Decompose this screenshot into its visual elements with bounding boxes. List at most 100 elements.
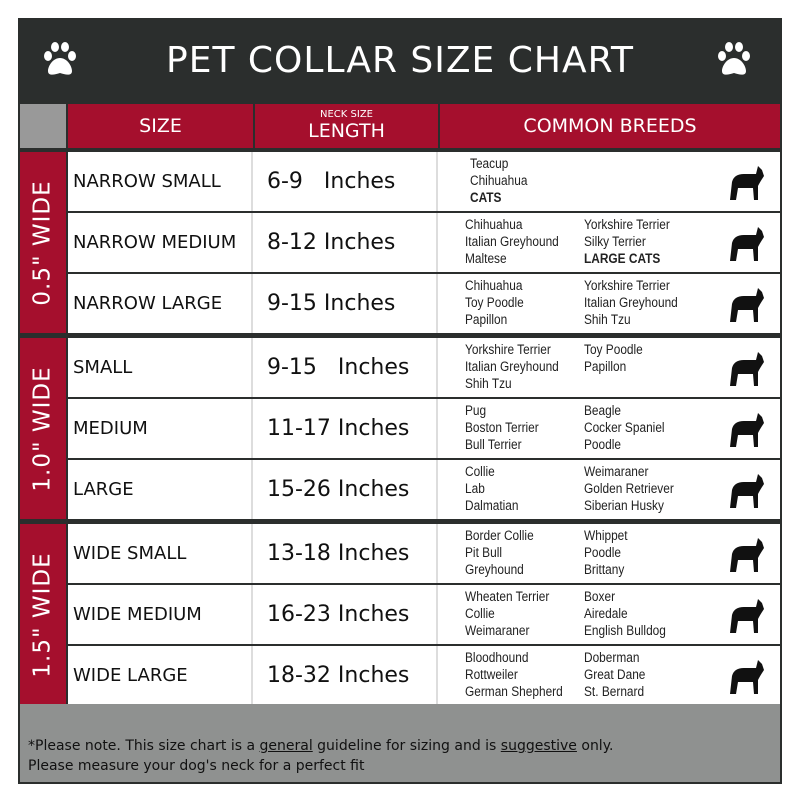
breeds-col-1: Collie Lab Dalmatian (465, 463, 518, 514)
breeds-col-2: Yorkshire Terrier Silky Terrier LARGE CATS (584, 216, 670, 267)
breed-item: Toy Poodle (584, 342, 643, 357)
breed-item: Siberian Husky (584, 498, 664, 513)
doberman-icon (730, 660, 764, 694)
breed-item: Yorkshire Terrier (584, 217, 670, 232)
table-row: WIDE MEDIUM 16-23 Inches Wheaten Terrier… (68, 585, 780, 644)
pomeranian-icon (730, 288, 764, 322)
width-group-label: 1.5" WIDE (20, 524, 66, 705)
breed-item: Papillon (465, 312, 508, 327)
size-cell: LARGE (68, 460, 253, 519)
table-row: WIDE LARGE 18-32 Inches Bloodhound Rottwe… (68, 646, 780, 705)
size-cell: SMALL (68, 338, 253, 397)
breed-item: Golden Retriever (584, 481, 674, 496)
size-chart: PET COLLAR SIZE CHART SIZE NECK SIZE LENG… (18, 18, 782, 784)
size-cell: WIDE SMALL (68, 524, 253, 583)
size-cell: NARROW MEDIUM (68, 213, 253, 272)
table-row: MEDIUM 11-17 Inches Pug Boston Terrier Bul… (68, 399, 780, 458)
breed-item: Rottweiler (465, 667, 518, 682)
breed-item: Yorkshire Terrier (465, 342, 551, 357)
breed-item: Papillon (584, 359, 627, 374)
breeds-col-2: Beagle Cocker Spaniel Poodle (584, 402, 665, 453)
length-cell: 13-18 Inches (255, 524, 438, 583)
breeds-col-1: Bloodhound Rottweiler German Shepherd (465, 649, 563, 700)
table-row: LARGE 15-26 Inches Collie Lab Dalmatian We… (68, 460, 780, 519)
breed-item: Dalmatian (465, 498, 519, 513)
breed-item: Teacup (470, 156, 509, 171)
header-size: SIZE (68, 104, 253, 148)
dachshund-icon (730, 413, 764, 447)
length-cell: 6-9 Inches (255, 152, 438, 211)
size-cell: MEDIUM (68, 399, 253, 458)
breed-item: Collie (465, 606, 495, 621)
breed-item: Pit Bull (465, 545, 502, 560)
title-text: PET COLLAR SIZE CHART (166, 39, 634, 81)
table-row: NARROW SMALL 6-9 Inches Teacup Chihuahua C… (68, 152, 780, 211)
footer-line-2: Please measure your dog's neck for a per… (28, 758, 365, 774)
breeds-col-2: Boxer Airedale English Bulldog (584, 588, 666, 639)
breeds-col-1: Border Collie Pit Bull Greyhound (465, 527, 534, 578)
header-length: NECK SIZE LENGTH (255, 104, 438, 148)
breed-item: Poodle (584, 545, 622, 560)
paw-icon (718, 42, 750, 75)
length-cell: 11-17 Inches (255, 399, 438, 458)
paw-icon (44, 42, 76, 75)
breed-item: Airedale (584, 606, 628, 621)
table-row: NARROW LARGE 9-15 Inches Chihuahua Toy Po… (68, 274, 780, 333)
breed-item: Beagle (584, 403, 622, 418)
breed-item: Cocker Spaniel (584, 420, 665, 435)
pitbull-icon (730, 599, 764, 633)
chihuahua-icon (730, 227, 764, 261)
breeds-col-1: Yorkshire Terrier Italian Greyhound Shih T… (465, 341, 559, 392)
width-group-label: 0.5" WIDE (20, 152, 66, 333)
length-cell: 18-32 Inches (255, 646, 438, 705)
size-cell: NARROW LARGE (68, 274, 253, 333)
breeds-col-1: Wheaten Terrier Collie Weimaraner (465, 588, 549, 639)
width-group-label: 1.0" WIDE (20, 338, 66, 519)
footer-line-1: *Please note. This size chart is a gener… (28, 738, 614, 754)
length-cell: 15-26 Inches (255, 460, 438, 519)
breeds-col-2: Whippet Poodle Brittany (584, 527, 628, 578)
breed-item: Shih Tzu (465, 376, 512, 391)
breeds-col-2: Yorkshire Terrier Italian Greyhound Shih T… (584, 277, 678, 328)
bulldog-icon (730, 538, 764, 572)
corner-cell (20, 104, 66, 148)
breed-item: Italian Greyhound (465, 359, 559, 374)
breed-item: Silky Terrier (584, 234, 646, 249)
breed-item: Boxer (584, 589, 616, 604)
breed-item: St. Bernard (584, 684, 645, 699)
breed-item: Brittany (584, 562, 625, 577)
breeds-col-2: Doberman Great Dane St. Bernard (584, 649, 645, 700)
breed-item: Wheaten Terrier (465, 589, 550, 604)
header-breeds: COMMON BREEDS (440, 104, 780, 148)
breed-item: Shih Tzu (584, 312, 631, 327)
breed-item: Chihuahua (470, 173, 528, 188)
table-row: WIDE SMALL 13-18 Inches Border Collie Pit… (68, 524, 780, 583)
breed-item: Whippet (584, 528, 628, 543)
table-header: SIZE NECK SIZE LENGTH COMMON BREEDS (18, 102, 782, 150)
breed-item: Weimaraner (584, 464, 649, 479)
breed-item: Lab (465, 481, 485, 496)
breed-item: English Bulldog (584, 623, 666, 638)
size-cell: WIDE LARGE (68, 646, 253, 705)
size-cell: NARROW SMALL (68, 152, 253, 211)
breed-item: Boston Terrier (465, 420, 539, 435)
breeds-col-2: Weimaraner Golden Retriever Siberian Husky (584, 463, 674, 514)
breed-item: LARGE CATS (584, 251, 661, 266)
breed-item: Italian Greyhound (584, 295, 678, 310)
length-cell: 9-15 Inches (255, 338, 438, 397)
breed-item: Weimaraner (465, 623, 530, 638)
breed-item: Great Dane (584, 667, 646, 682)
breed-item: Greyhound (465, 562, 524, 577)
breed-item: Chihuahua (465, 217, 523, 232)
breed-item: Maltese (465, 251, 507, 266)
breeds-col-1: Chihuahua Italian Greyhound Maltese (465, 216, 559, 267)
breed-item: Doberman (584, 650, 640, 665)
header-length-label: LENGTH (308, 120, 385, 142)
breed-item: Poodle (584, 437, 622, 452)
cat-icon (730, 166, 764, 200)
pomeranian-icon (730, 352, 764, 386)
length-cell: 9-15 Inches (255, 274, 438, 333)
group-text: 0.5" WIDE (30, 179, 56, 306)
breed-item: Chihuahua (465, 278, 523, 293)
breed-item: Bloodhound (465, 650, 529, 665)
